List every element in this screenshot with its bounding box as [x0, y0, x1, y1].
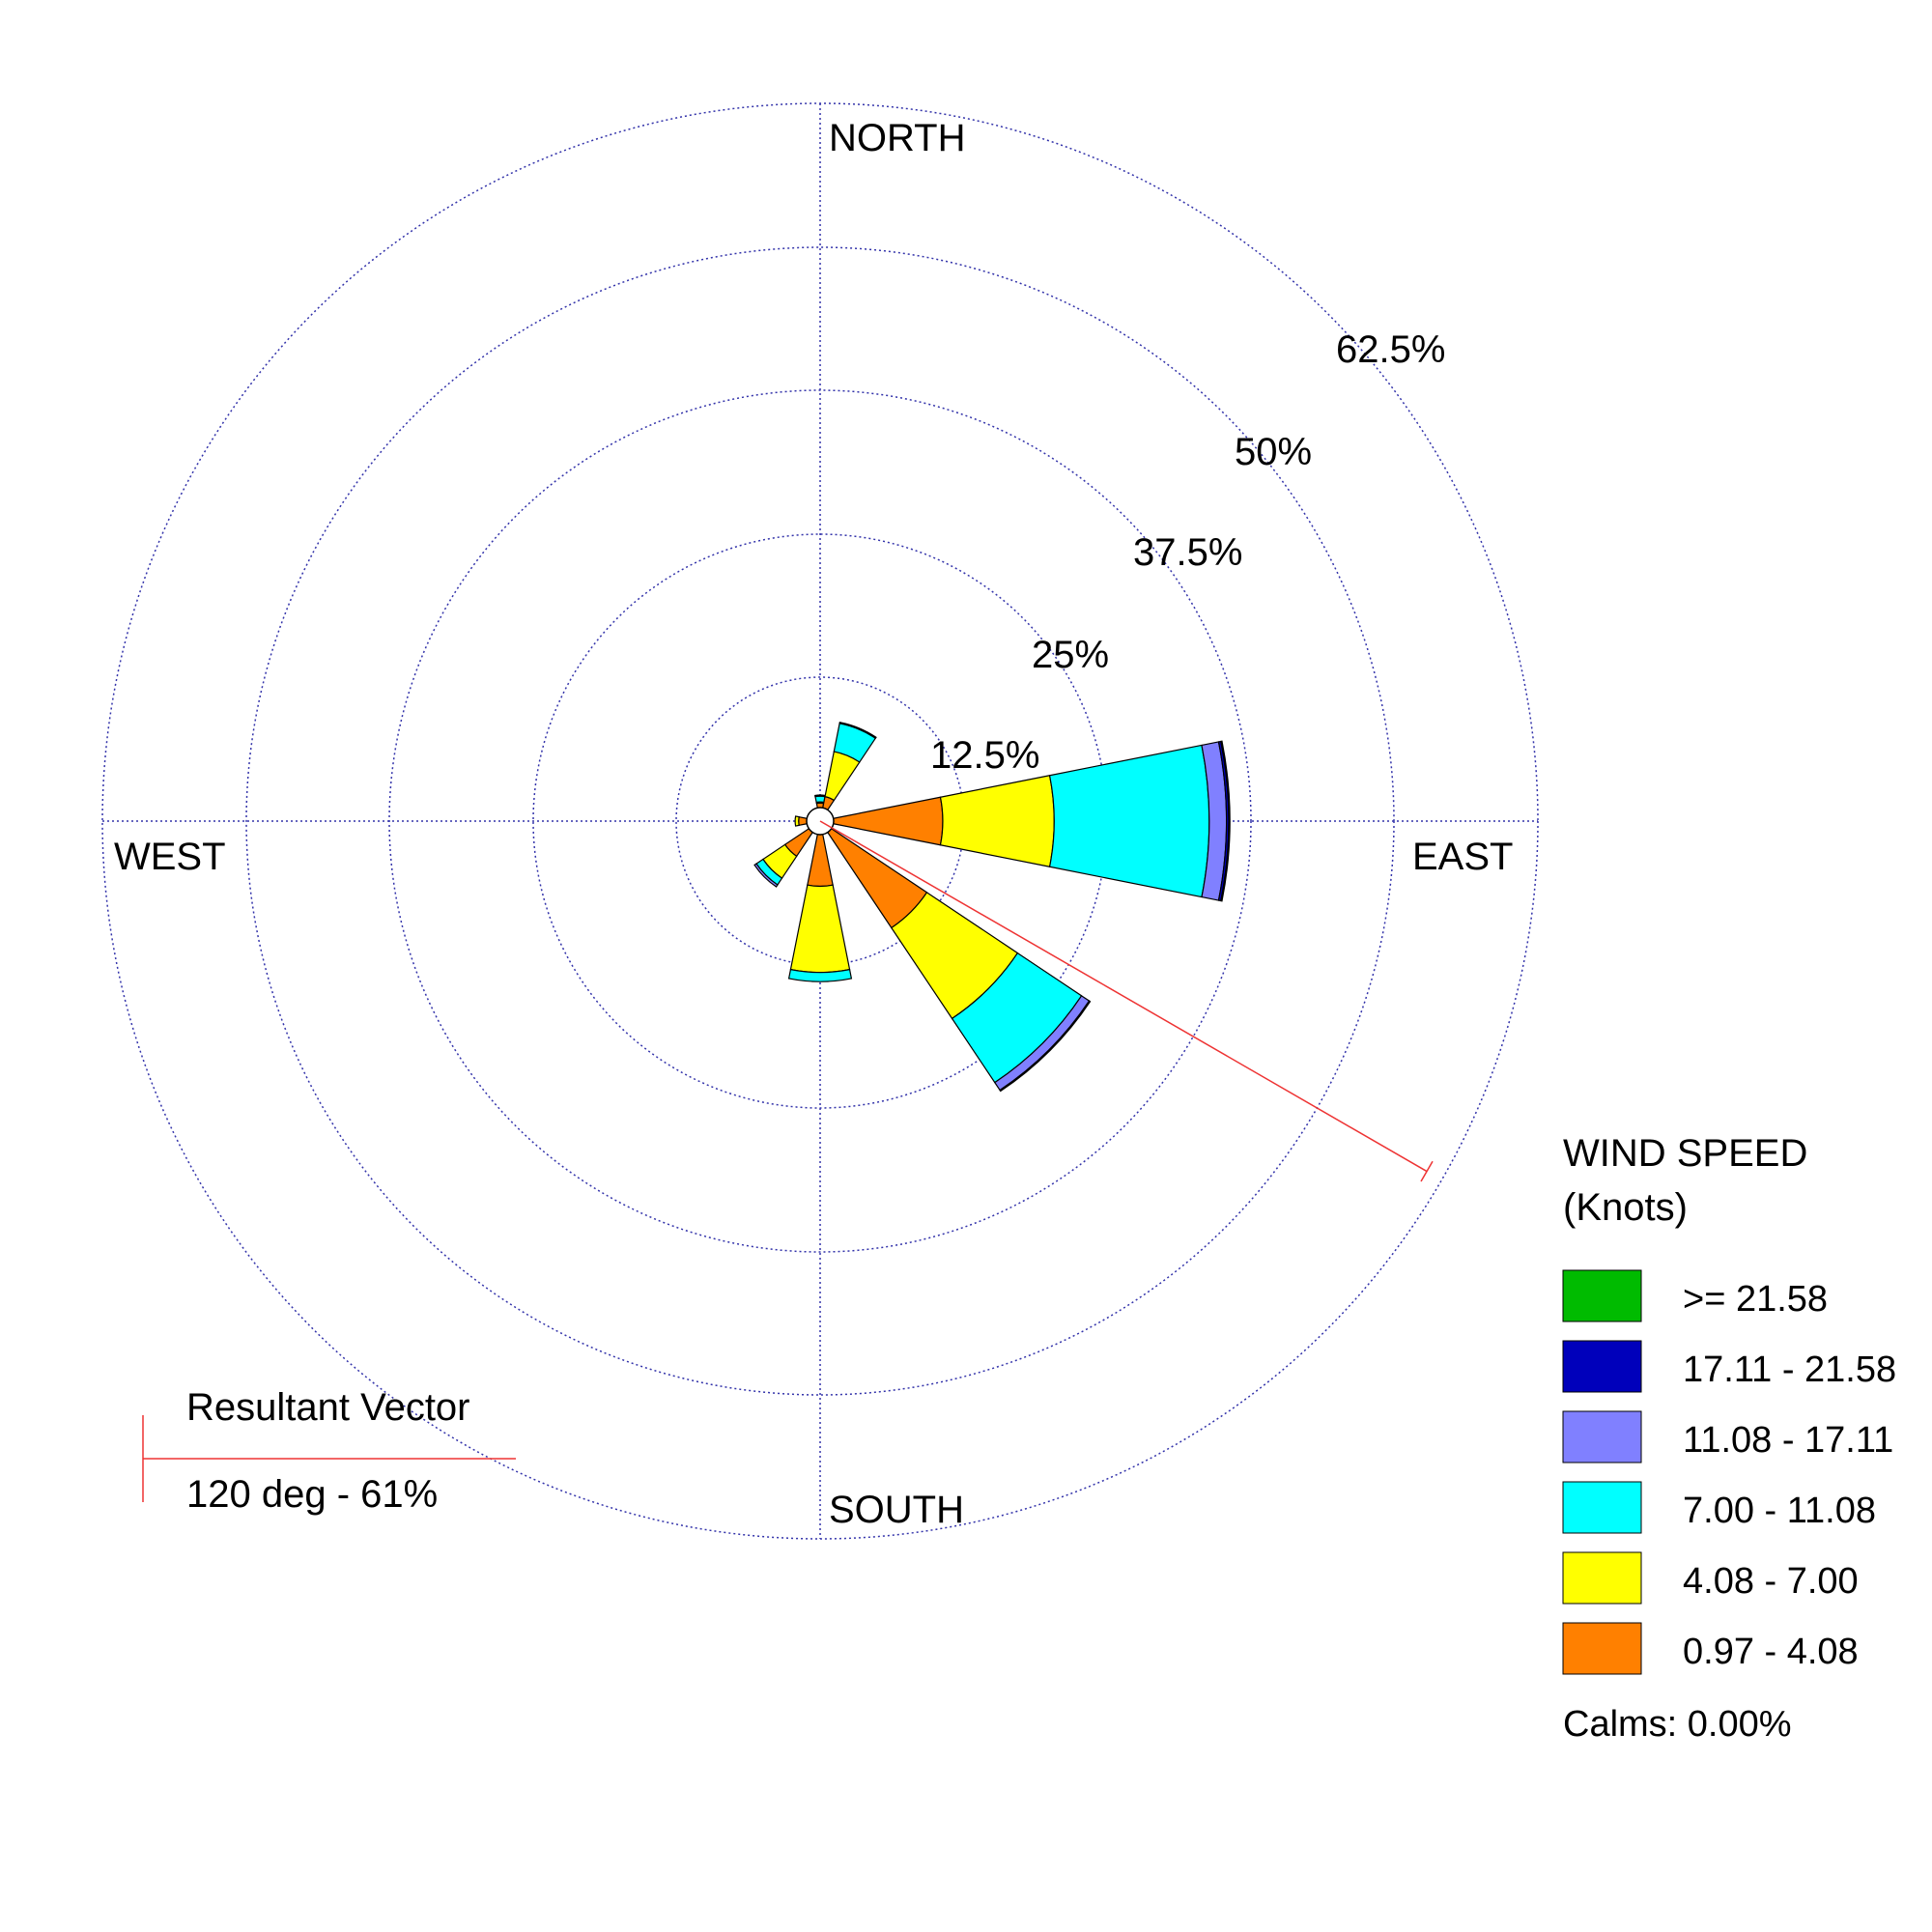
legend-calms: Calms: 0.00%: [1563, 1704, 1792, 1745]
ring-label-25: 25%: [1032, 634, 1109, 676]
legend-swatch-2: [1562, 1410, 1642, 1463]
legend-swatch-1: [1562, 1340, 1642, 1393]
wind-rose-petals: [753, 721, 1231, 1093]
legend-swatch-5: [1562, 1622, 1642, 1675]
petal-135-bin-4: [999, 1000, 1092, 1093]
ring-label-37-5: 37.5%: [1133, 531, 1242, 574]
resultant-vector-key: Resultant Vector 120 deg - 61%: [142, 1386, 516, 1516]
legend-label-4: 4.08 - 7.00: [1683, 1561, 1859, 1602]
legend-label-5: 0.97 - 4.08: [1683, 1632, 1859, 1672]
cardinal-labels: NORTH SOUTH EAST WEST: [114, 117, 1513, 1531]
ring-50: [245, 246, 1395, 1396]
legend-swatch-0: [1562, 1269, 1642, 1322]
resultant-key-title: Resultant Vector: [186, 1386, 470, 1429]
legend-swatch-4: [1562, 1551, 1642, 1605]
resultant-vector-line: [819, 820, 1428, 1173]
ring-label-12-5: 12.5%: [930, 734, 1039, 777]
petal-270-bin-0: [798, 815, 808, 827]
east-label: EAST: [1412, 836, 1513, 878]
resultant-key-value: 120 deg - 61%: [186, 1473, 438, 1516]
ring-37-5: [388, 389, 1252, 1253]
legend-title-line1: WIND SPEED: [1563, 1132, 1807, 1175]
legend-label-1: 17.11 - 21.58: [1683, 1350, 1896, 1390]
petal-180-bin-1: [789, 884, 851, 974]
petal-90-bin-1: [939, 775, 1055, 867]
ring-labels: 12.5% 25% 37.5% 50% 62.5%: [930, 328, 1445, 777]
petal-180-bin-2: [787, 968, 853, 982]
resultant-vector-tick: [1420, 1160, 1434, 1182]
petal-225-bin-3: [753, 863, 779, 888]
legend-label-3: 7.00 - 11.08: [1683, 1491, 1876, 1531]
south-label: SOUTH: [829, 1489, 964, 1531]
ring-label-50: 50%: [1235, 431, 1312, 473]
west-label: WEST: [114, 836, 226, 878]
legend-items: >= 21.58 17.11 - 21.58 11.08 - 17.11 7.00 -…: [1562, 1269, 1896, 1675]
petal-0-bin-3: [814, 794, 826, 798]
legend-swatch-3: [1562, 1481, 1642, 1534]
north-label: NORTH: [829, 117, 965, 159]
legend-title-line2: (Knots): [1563, 1186, 1688, 1229]
petal-180-bin-0: [807, 834, 834, 888]
resultant-vector: [819, 820, 1434, 1182]
legend-label-2: 11.08 - 17.11: [1683, 1420, 1893, 1461]
petal-90-bin-2: [1048, 744, 1210, 898]
petal-90-bin-5: [1220, 740, 1231, 902]
legend-label-0: >= 21.58: [1683, 1279, 1828, 1320]
ring-label-62-5: 62.5%: [1336, 328, 1445, 371]
petal-22.5-bin-3: [838, 721, 877, 740]
petal-270-bin-1: [794, 815, 800, 827]
ring-62-5: [101, 102, 1539, 1540]
wind-speed-legend: WIND SPEED (Knots) >= 21.58 17.11 - 21.58…: [1562, 1132, 1896, 1745]
